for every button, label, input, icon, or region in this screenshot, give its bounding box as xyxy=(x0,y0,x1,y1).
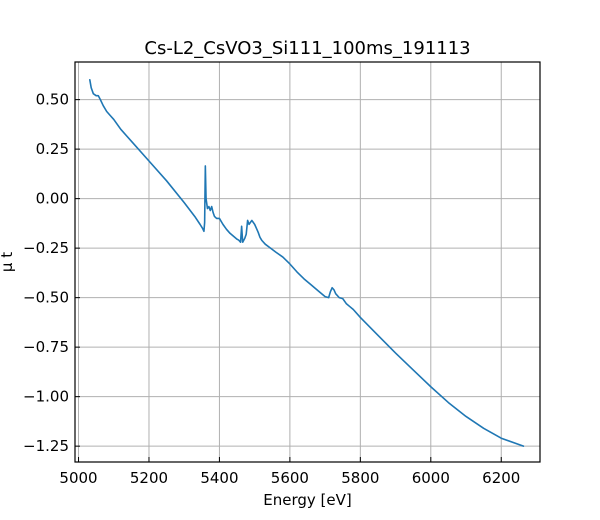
y-tick-label: 0.50 xyxy=(36,91,69,109)
series-line xyxy=(89,79,525,447)
ticks: 5000 5200 5400 5600 5800 6000 6200 0.50 0.25 0.00… xyxy=(23,91,520,487)
y-tick-label: −1.25 xyxy=(23,437,69,455)
x-axis-title: Energy [eV] xyxy=(263,491,351,509)
y-tick-label: −1.00 xyxy=(23,388,69,406)
x-tick-label: 6200 xyxy=(482,469,520,487)
plot-frame xyxy=(74,61,541,463)
x-tick-label: 5200 xyxy=(130,469,168,487)
y-tick-label: −0.25 xyxy=(23,239,69,257)
x-tick-label: 5400 xyxy=(200,469,238,487)
y-tick-label: 0.00 xyxy=(36,190,69,208)
x-tick-label: 5600 xyxy=(271,469,309,487)
y-tick-label: 0.25 xyxy=(36,140,69,158)
y-axis-title: μ t xyxy=(0,252,16,272)
x-tick-label: 5000 xyxy=(59,469,97,487)
x-tick-label: 6000 xyxy=(412,469,450,487)
grid xyxy=(75,62,540,462)
x-tick-label: 5800 xyxy=(341,469,379,487)
series-layer xyxy=(89,79,525,447)
y-tick-label: −0.50 xyxy=(23,289,69,307)
chart-title: Cs-L2_CsVO3_Si111_100ms_191113 xyxy=(144,38,470,59)
y-tick-label: −0.75 xyxy=(23,338,69,356)
